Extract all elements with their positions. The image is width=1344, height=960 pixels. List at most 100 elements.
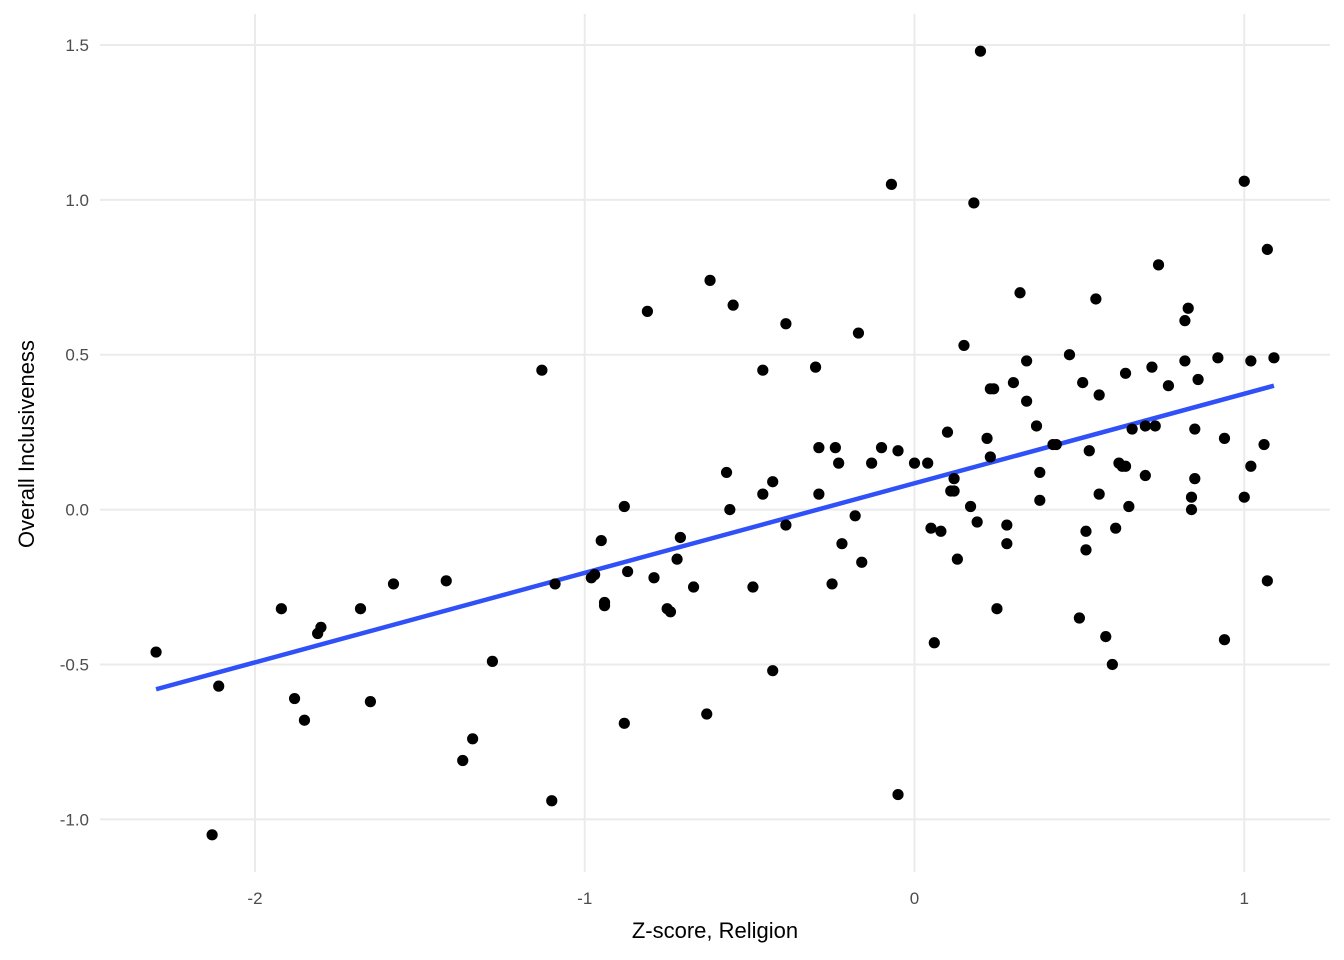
- trend-line: [155, 383, 1275, 692]
- data-point: [1093, 389, 1105, 401]
- data-point: [1149, 420, 1161, 432]
- data-point: [1238, 491, 1250, 503]
- data-point: [440, 575, 452, 587]
- data-point: [991, 603, 1003, 615]
- data-point: [1050, 438, 1062, 451]
- data-point: [1083, 445, 1095, 457]
- data-point: [809, 361, 822, 373]
- data-point: [1093, 488, 1105, 500]
- y-tick-labels: -1.0 -0.5 0.0 0.5 1.0 1.5: [60, 36, 89, 829]
- data-point: [948, 485, 960, 497]
- data-point: [1179, 355, 1191, 367]
- data-point: [536, 364, 548, 376]
- data-point: [1077, 376, 1089, 389]
- data-point: [1139, 469, 1151, 482]
- data-point: [1218, 634, 1231, 646]
- data-point: [974, 45, 987, 57]
- data-point: [1238, 175, 1250, 187]
- data-point: [1261, 575, 1273, 587]
- data-point: [1001, 519, 1013, 531]
- data-point: [1021, 355, 1033, 367]
- data-point: [618, 717, 630, 729]
- data-point: [1021, 395, 1033, 407]
- data-point: [1034, 494, 1046, 506]
- data-point: [1063, 349, 1076, 361]
- data-point: [1073, 612, 1085, 624]
- data-point: [1030, 420, 1043, 432]
- data-point: [298, 714, 311, 726]
- data-point: [757, 488, 769, 500]
- data-point: [589, 569, 601, 581]
- data-point: [1146, 361, 1158, 373]
- data-point: [618, 500, 630, 513]
- data-point: [1218, 432, 1231, 444]
- data-point: [1268, 352, 1280, 364]
- data-point: [747, 581, 759, 593]
- y-tick-label: 1.5: [65, 36, 89, 55]
- data-point: [885, 178, 898, 190]
- data-point: [1123, 500, 1135, 513]
- data-point: [892, 445, 904, 457]
- data-point: [1212, 352, 1224, 364]
- data-point: [892, 788, 904, 801]
- data-point: [968, 197, 980, 209]
- x-tick-label: 1: [1240, 889, 1249, 908]
- data-point: [1110, 522, 1122, 534]
- x-tick-label: -1: [577, 889, 592, 908]
- data-point: [856, 556, 868, 568]
- data-point: [1090, 293, 1102, 305]
- x-axis-title: Z-score, Religion: [632, 918, 798, 943]
- data-point: [767, 665, 779, 677]
- data-point: [1189, 473, 1201, 485]
- data-point: [849, 510, 861, 522]
- data-point: [852, 327, 865, 339]
- data-point: [981, 432, 993, 444]
- data-point: [826, 578, 838, 590]
- data-point: [1119, 367, 1132, 379]
- data-point: [984, 451, 996, 463]
- data-point: [1001, 538, 1013, 550]
- data-point: [829, 442, 841, 454]
- data-point: [387, 578, 400, 590]
- y-tick-label: 1.0: [65, 191, 89, 210]
- data-point: [671, 553, 683, 565]
- data-point: [1185, 503, 1198, 516]
- data-point: [958, 339, 970, 352]
- data-point: [687, 581, 700, 593]
- data-point: [1014, 287, 1026, 299]
- data-point: [1139, 420, 1151, 432]
- y-tick-label: -1.0: [60, 810, 89, 829]
- data-point: [1034, 466, 1046, 479]
- data-point: [467, 733, 479, 745]
- data-point: [875, 442, 888, 454]
- data-point: [1080, 525, 1092, 537]
- data-point: [836, 538, 848, 550]
- x-tick-labels: -2 -1 0 1: [247, 889, 1249, 908]
- data-point: [988, 383, 1000, 395]
- data-point: [757, 364, 769, 376]
- data-point: [925, 522, 937, 534]
- data-point: [1152, 259, 1165, 271]
- data-point: [595, 534, 607, 547]
- data-point: [908, 457, 921, 469]
- data-point: [1245, 460, 1257, 472]
- data-point: [941, 426, 954, 438]
- data-point: [971, 516, 983, 528]
- data-point: [948, 473, 960, 485]
- data-point: [833, 457, 845, 469]
- data-point: [780, 318, 792, 330]
- data-point: [546, 795, 558, 807]
- x-tick-label: 0: [910, 889, 919, 908]
- data-point: [704, 274, 716, 286]
- data-point: [1080, 544, 1092, 556]
- data-point: [1185, 491, 1198, 503]
- data-point: [727, 299, 739, 311]
- data-point: [315, 621, 327, 633]
- grid-lines: [100, 14, 1330, 872]
- data-point: [780, 519, 792, 531]
- data-point: [275, 603, 287, 615]
- data-point: [1182, 302, 1194, 314]
- data-point: [648, 572, 660, 584]
- data-point: [457, 754, 469, 767]
